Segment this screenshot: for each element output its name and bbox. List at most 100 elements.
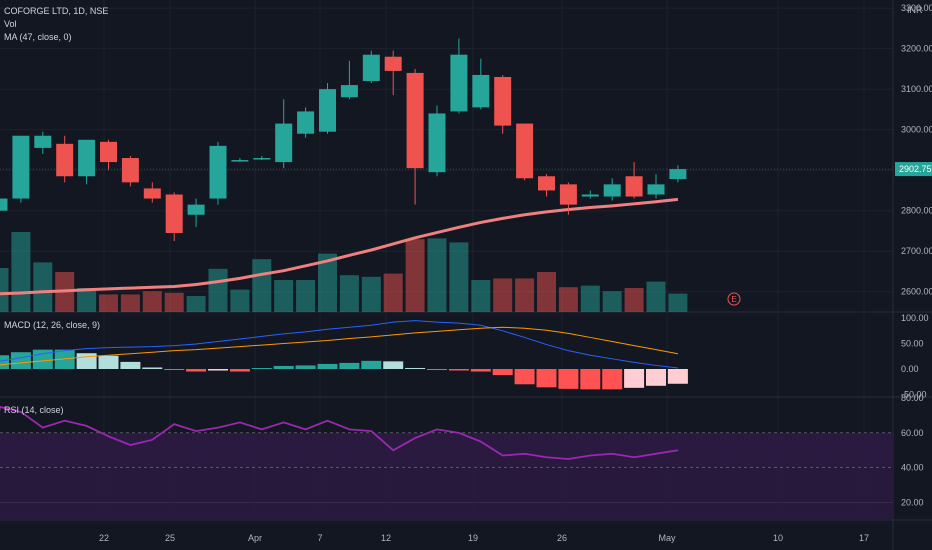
time-tick-label: 19 <box>468 533 478 543</box>
candle-body[interactable] <box>253 158 271 160</box>
macd-histogram-bar <box>448 369 469 371</box>
volume-bar <box>252 259 272 312</box>
candle-body[interactable] <box>12 135 30 199</box>
macd-histogram-bar <box>164 369 185 370</box>
candle-body[interactable] <box>297 111 315 134</box>
rsi-band <box>0 432 893 520</box>
price-axis[interactable]: 3300.003200.003100.003000.002900.002800.… <box>895 3 932 508</box>
macd-tick-label: -50.00 <box>901 389 927 399</box>
volume-bar <box>0 268 9 312</box>
time-axis[interactable]: 22 25 Apr 7 12 19 26 May 10 17 <box>99 533 869 543</box>
candle-body[interactable] <box>494 76 512 126</box>
macd-histogram-bar <box>120 361 141 369</box>
price-tick-label: 2800.00 <box>901 206 932 216</box>
last-price-badge[interactable] <box>895 162 932 177</box>
volume-bar <box>142 291 162 312</box>
candle-body[interactable] <box>187 204 205 215</box>
macd-histogram-bar <box>273 365 294 369</box>
candle-body[interactable] <box>34 135 52 148</box>
time-tick-label: 17 <box>859 533 869 543</box>
ma-line <box>0 197 679 296</box>
candle-body[interactable] <box>78 139 96 177</box>
macd-histogram-bar <box>76 353 97 369</box>
candles[interactable] <box>0 38 893 242</box>
rsi-tick-label: 20.00 <box>901 498 924 508</box>
time-tick-label: 22 <box>99 533 109 543</box>
time-tick-label: Apr <box>248 533 262 543</box>
rsi-legend[interactable]: RSI (14, close) <box>4 405 64 415</box>
candle-body[interactable] <box>0 198 8 211</box>
volume-bar <box>164 292 184 312</box>
macd-histogram-bar <box>536 369 557 388</box>
candle-body[interactable] <box>559 184 577 205</box>
price-tick-label: 3000.00 <box>901 125 932 135</box>
volume-bar <box>77 288 97 312</box>
rsi-tick-label: 60.00 <box>901 428 924 438</box>
earnings-icon[interactable] <box>727 292 741 306</box>
currency-label[interactable]: INR <box>907 5 923 15</box>
ma-polyline <box>0 197 679 296</box>
candle-body[interactable] <box>669 169 687 180</box>
macd-histogram-bar <box>142 367 163 369</box>
macd-signal-line <box>0 326 678 366</box>
candle-body[interactable] <box>384 56 402 71</box>
ma-legend[interactable]: MA (47, close, 0) <box>4 32 72 42</box>
candle-body[interactable] <box>581 194 599 197</box>
macd-histogram-bar <box>361 360 382 369</box>
volume-bar <box>624 288 644 312</box>
last-price-label: 2902.75 <box>899 164 932 174</box>
candle-body[interactable] <box>516 123 534 179</box>
time-tick-label: May <box>658 533 676 543</box>
candle-body[interactable] <box>428 113 446 173</box>
macd-legend[interactable]: MACD (12, 26, close, 9) <box>4 320 100 330</box>
candle-body[interactable] <box>56 143 74 177</box>
candle-body[interactable] <box>143 188 161 199</box>
candle-body[interactable] <box>603 184 621 197</box>
macd-histogram-bar <box>602 369 623 390</box>
symbol-title[interactable]: COFORGE LTD, 1D, NSE <box>4 6 108 16</box>
candle-body[interactable] <box>319 89 336 132</box>
candle-body[interactable] <box>362 54 380 82</box>
volume-bar <box>99 294 118 312</box>
candle-body[interactable] <box>625 176 643 197</box>
macd-histogram-bar <box>427 369 447 371</box>
candle-body[interactable] <box>340 85 358 98</box>
candle-body[interactable] <box>231 160 249 162</box>
macd-histogram-bar <box>646 369 666 386</box>
macd-tick-label: 0.00 <box>901 364 919 374</box>
candle-body[interactable] <box>100 141 117 163</box>
candle-body[interactable] <box>472 74 490 108</box>
volume-bar <box>296 280 316 312</box>
earnings-marker-label: E <box>731 295 736 304</box>
volume-bar <box>515 278 535 312</box>
candle-body[interactable] <box>538 176 555 191</box>
price-tick-label: 2600.00 <box>901 287 932 297</box>
candle-body[interactable] <box>209 145 227 199</box>
time-tick-label: 25 <box>165 533 175 543</box>
volume-bar <box>558 287 578 312</box>
macd-histogram-bar <box>0 355 9 369</box>
candle-body[interactable] <box>121 158 139 183</box>
volume-bar <box>274 280 294 312</box>
volume-bar <box>208 268 228 312</box>
vol-legend[interactable]: Vol <box>4 19 17 29</box>
macd-histogram-bar <box>339 362 360 369</box>
candle-body[interactable] <box>275 123 293 163</box>
macd-histogram-bar <box>295 365 316 369</box>
volume-bar <box>449 242 469 312</box>
macd-histogram-bar <box>98 355 119 369</box>
macd-histogram-bar <box>405 367 426 369</box>
macd-histogram-bar <box>10 352 31 369</box>
candle-body[interactable] <box>450 54 468 112</box>
volume-bar <box>11 232 31 312</box>
macd-histogram-bar <box>514 369 535 385</box>
volume-bar <box>427 238 447 312</box>
candle-body[interactable] <box>165 194 183 233</box>
candle-body[interactable] <box>406 72 424 169</box>
rsi-band-rect <box>0 432 893 468</box>
rsi-line <box>0 406 679 460</box>
rsi-tick-label: 40.00 <box>901 463 924 473</box>
candle-body[interactable] <box>647 184 665 195</box>
macd-histogram-bar <box>492 369 513 376</box>
